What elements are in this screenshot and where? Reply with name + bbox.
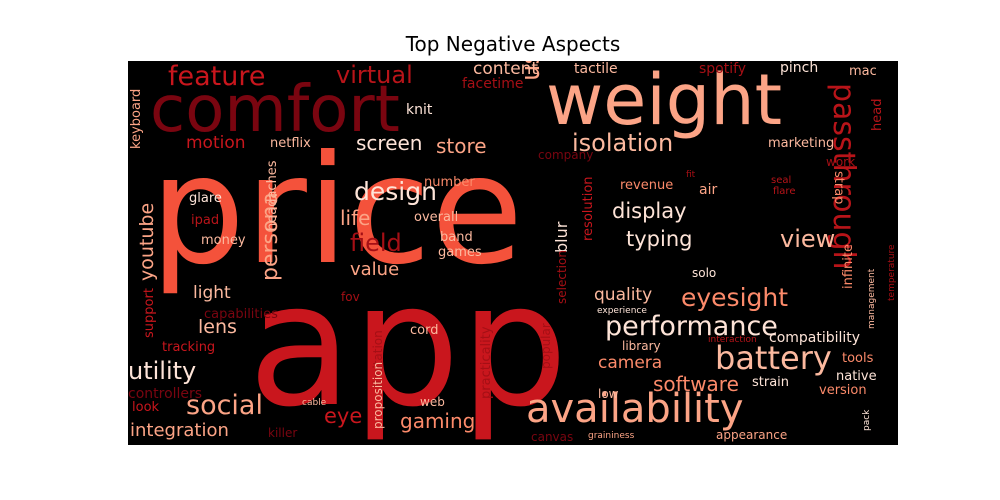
word-app: app bbox=[248, 247, 568, 445]
word-mac: mac bbox=[849, 64, 877, 79]
word-cord: cord bbox=[410, 323, 439, 338]
word-library: library bbox=[622, 339, 661, 353]
word-games: games bbox=[438, 245, 482, 260]
word-headaches: headaches bbox=[265, 160, 280, 231]
word-popular: popular bbox=[539, 323, 553, 369]
word-design: design bbox=[354, 177, 437, 206]
word-temperature: temperature bbox=[887, 244, 897, 301]
word-feature: feature bbox=[168, 61, 266, 92]
word-isolation: isolation bbox=[572, 129, 674, 157]
word-proposition: proposition bbox=[371, 361, 385, 429]
word-graininess: graininess bbox=[588, 431, 635, 441]
word-practicality: practicality bbox=[479, 326, 494, 399]
word-appearance: appearance bbox=[716, 428, 788, 442]
word-tactile: tactile bbox=[574, 61, 618, 77]
word-web: web bbox=[420, 395, 445, 409]
word-virtual: virtual bbox=[336, 61, 413, 89]
word-knit: knit bbox=[406, 102, 433, 118]
word-revenue: revenue bbox=[620, 178, 674, 193]
word-tracking: tracking bbox=[162, 340, 216, 355]
word-screen: screen bbox=[356, 131, 423, 155]
word-software: software bbox=[653, 372, 739, 396]
word-integration: integration bbox=[130, 420, 229, 441]
word-eye: eye bbox=[324, 404, 363, 428]
word-strain: strain bbox=[752, 375, 790, 390]
word-management: management bbox=[867, 268, 877, 329]
word-compatibility: compatibility bbox=[769, 330, 861, 346]
word-quality: quality bbox=[594, 285, 653, 305]
word-battery: battery bbox=[715, 339, 832, 377]
word-price: price bbox=[150, 124, 524, 298]
word-typing: typing bbox=[626, 227, 693, 251]
word-facetime: facetime bbox=[462, 76, 524, 92]
word-motion: motion bbox=[186, 133, 246, 153]
word-performance: performance bbox=[605, 311, 778, 342]
word-strap: strap bbox=[831, 171, 846, 205]
word-availability: availability bbox=[526, 386, 744, 432]
word-pinch: pinch bbox=[780, 61, 819, 76]
word-netflix: netflix bbox=[270, 136, 311, 151]
word-life: life bbox=[340, 206, 371, 230]
word-ipad: ipad bbox=[191, 213, 220, 228]
word-look: look bbox=[132, 400, 160, 415]
word-selection: selection bbox=[555, 250, 569, 304]
word-utility: utility bbox=[128, 357, 197, 385]
word-support: support bbox=[142, 288, 157, 338]
word-spotify: spotify bbox=[699, 61, 747, 77]
word-fit: fit bbox=[686, 170, 696, 180]
word-overall: overall bbox=[414, 210, 459, 225]
word-keyboard: keyboard bbox=[129, 88, 144, 149]
word-air: air bbox=[699, 182, 718, 198]
word-band: band bbox=[440, 230, 473, 245]
word-infinite: infinite bbox=[841, 244, 856, 289]
word-blur: blur bbox=[552, 221, 571, 253]
word-comfort: comfort bbox=[150, 73, 400, 147]
word-seal: seal bbox=[771, 175, 792, 186]
word-youtube: youtube bbox=[136, 202, 158, 281]
word-light: light bbox=[193, 283, 231, 303]
word-head: head bbox=[870, 98, 885, 131]
word-version: version bbox=[819, 383, 867, 398]
word-controllers: controllers bbox=[128, 386, 203, 402]
word-low: low bbox=[598, 387, 619, 401]
word-company: company bbox=[538, 148, 594, 162]
word-social: social bbox=[186, 390, 263, 421]
word-display: display bbox=[612, 199, 687, 223]
word-killer: killer bbox=[268, 426, 298, 440]
word-value: value bbox=[350, 259, 400, 280]
word-content: content bbox=[473, 61, 539, 79]
word-gaming: gaming bbox=[400, 409, 476, 433]
word-work: work bbox=[826, 155, 856, 169]
word-native: native bbox=[836, 369, 877, 384]
word-eyesight: eyesight bbox=[681, 283, 789, 312]
word-tools: tools bbox=[842, 351, 874, 366]
word-fov: fov bbox=[341, 290, 360, 304]
word-weight: weight bbox=[546, 61, 783, 141]
word-resolution: resolution bbox=[581, 176, 596, 241]
word-cable: cable bbox=[302, 398, 327, 408]
word-money: money bbox=[201, 233, 246, 248]
word-store: store bbox=[436, 134, 487, 158]
word-experience: experience bbox=[597, 306, 647, 316]
word-number: number bbox=[424, 175, 475, 190]
word-cloud: price app comfort weight availability battery… bbox=[128, 61, 898, 445]
word-glare: glare bbox=[189, 191, 222, 206]
word-camera: camera bbox=[598, 353, 663, 373]
word-solo: solo bbox=[692, 266, 717, 280]
word-lens: lens bbox=[198, 316, 237, 338]
word-view: view bbox=[780, 225, 836, 253]
word-interaction: interaction bbox=[708, 335, 757, 345]
word-pack: pack bbox=[862, 409, 872, 431]
word-flare: flare bbox=[773, 186, 796, 197]
chart-title: Top Negative Aspects bbox=[405, 32, 621, 56]
word-marketing: marketing bbox=[768, 136, 835, 151]
word-field: field bbox=[350, 229, 402, 257]
word-canvas: canvas bbox=[531, 430, 574, 444]
word-capabilities: capabilities bbox=[204, 307, 278, 322]
